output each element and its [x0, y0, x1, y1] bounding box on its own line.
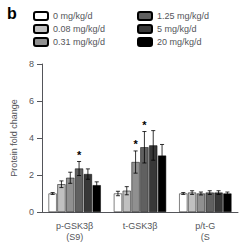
- svg-text:0.31 mg/kg/d: 0.31 mg/kg/d: [53, 37, 105, 47]
- svg-text:2: 2: [29, 170, 34, 180]
- svg-text:1.25 mg/kg/d: 1.25 mg/kg/d: [157, 11, 209, 21]
- svg-text:4: 4: [29, 133, 34, 143]
- svg-text:*: *: [133, 138, 138, 150]
- svg-text:6: 6: [29, 96, 34, 106]
- svg-text:(S9): (S9): [66, 232, 83, 242]
- svg-text:Protein fold change: Protein fold change: [9, 99, 19, 177]
- svg-text:0: 0: [29, 207, 34, 217]
- svg-text:*: *: [77, 149, 82, 161]
- svg-text:0 mg/kg/d: 0 mg/kg/d: [53, 11, 93, 21]
- svg-text:*: *: [142, 119, 147, 131]
- svg-text:t-GSK3β: t-GSK3β: [123, 221, 158, 231]
- svg-text:0.08 mg/kg/d: 0.08 mg/kg/d: [53, 24, 105, 34]
- svg-text:20 mg/kg/d: 20 mg/kg/d: [157, 37, 202, 47]
- svg-text:(S: (S: [201, 232, 210, 242]
- svg-text:p-GSK3β: p-GSK3β: [56, 221, 93, 231]
- svg-text:5 mg/kg/d: 5 mg/kg/d: [157, 24, 197, 34]
- svg-text:8: 8: [29, 59, 34, 69]
- svg-text:b: b: [7, 5, 17, 22]
- svg-text:p/t-G: p/t-G: [195, 221, 215, 231]
